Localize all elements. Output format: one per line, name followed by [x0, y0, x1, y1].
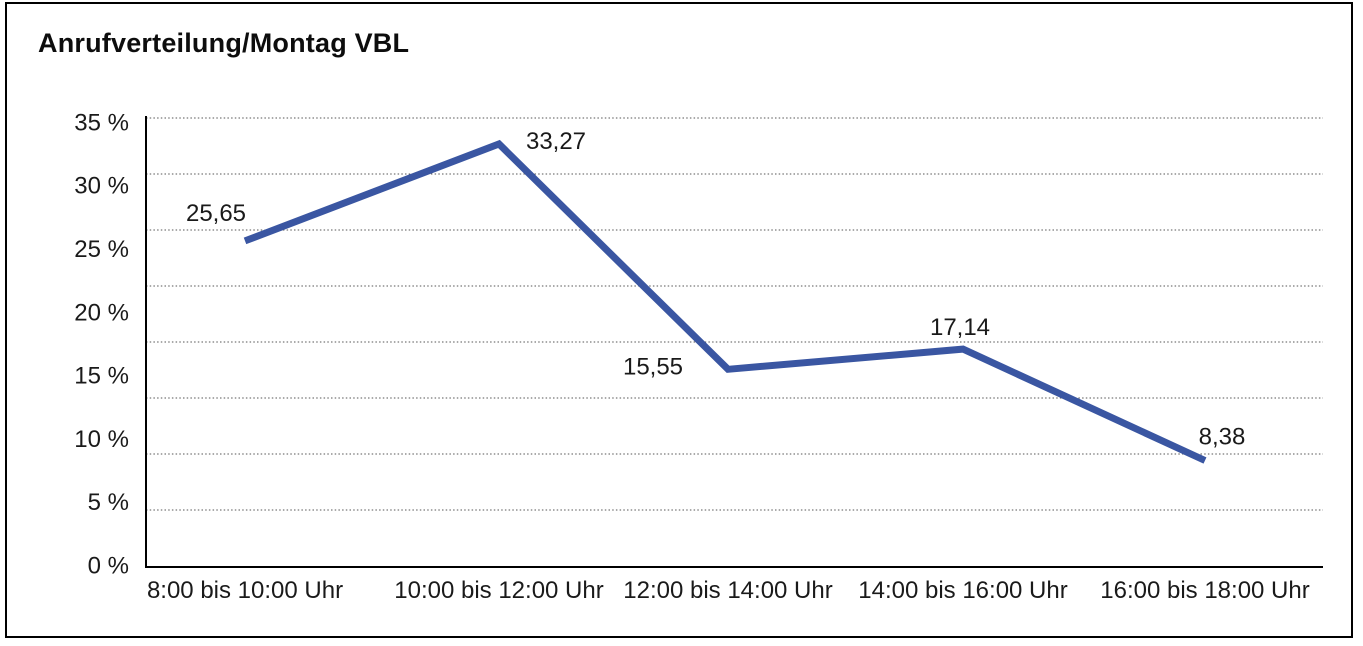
gridlines — [146, 117, 1323, 511]
y-tick-label: 0 % — [88, 552, 129, 579]
y-axis-tick-labels: 35 % 30 % 25 % 20 % 15 % 10 % 5 % 0 % — [74, 109, 129, 579]
y-tick-label: 30 % — [74, 173, 129, 200]
axes — [145, 116, 1323, 568]
y-tick-label: 35 % — [74, 109, 129, 136]
x-tick-label: 14:00 bis 16:00 Uhr — [858, 577, 1067, 604]
data-point-label: 8,38 — [1199, 423, 1246, 450]
y-tick-label: 20 % — [74, 299, 129, 326]
data-point-labels: 25,65 33,27 15,55 17,14 8,38 — [186, 128, 1245, 450]
data-point-label: 15,55 — [623, 353, 683, 380]
x-axis-tick-labels: 8:00 bis 10:00 Uhr 10:00 bis 12:00 Uhr 12:… — [147, 577, 1310, 604]
y-tick-label: 25 % — [74, 236, 129, 263]
x-tick-label: 16:00 bis 18:00 Uhr — [1100, 577, 1309, 604]
chart-title: Anrufverteilung/Montag VBL — [38, 28, 410, 58]
y-tick-label: 5 % — [88, 489, 129, 516]
data-series-line — [243, 139, 1207, 464]
x-tick-label: 8:00 bis 10:00 Uhr — [147, 577, 343, 604]
x-tick-label: 10:00 bis 12:00 Uhr — [394, 577, 603, 604]
series-polyline — [243, 139, 1207, 464]
data-point-label: 25,65 — [186, 200, 246, 227]
x-tick-label: 12:00 bis 14:00 Uhr — [623, 577, 832, 604]
data-point-label: 33,27 — [526, 128, 586, 155]
data-point-label: 17,14 — [930, 314, 990, 341]
y-tick-label: 15 % — [74, 363, 129, 390]
y-tick-label: 10 % — [74, 426, 129, 453]
